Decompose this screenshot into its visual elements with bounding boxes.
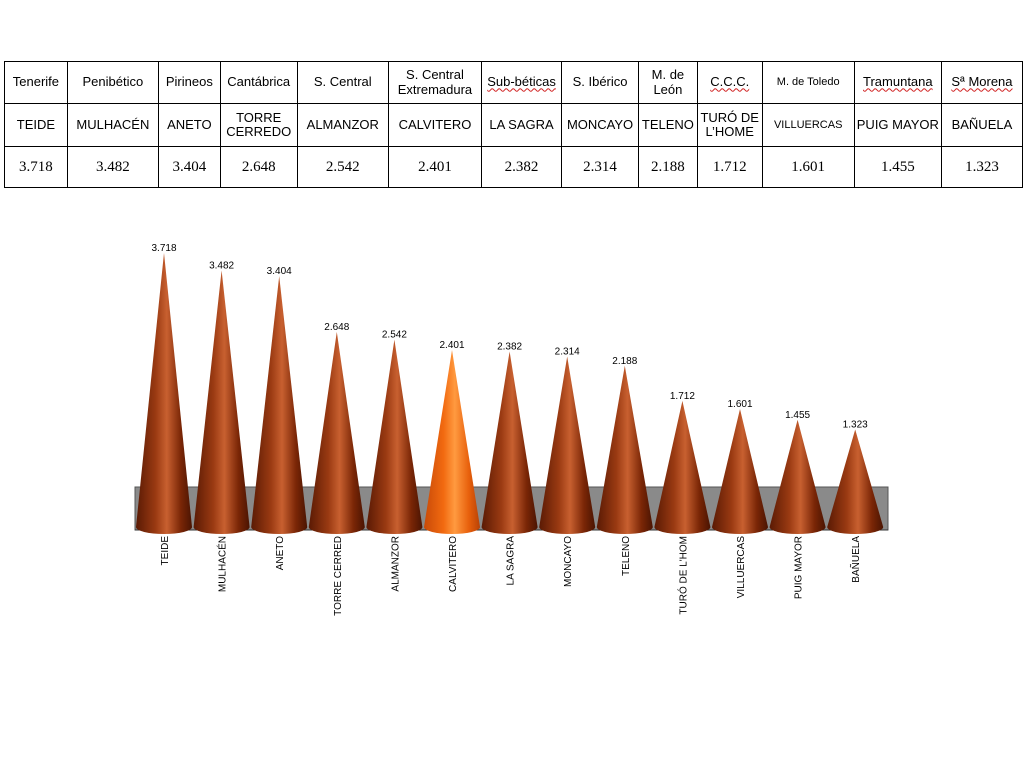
data-label: 2.188 [612,356,637,367]
altitude-cell: 1.323 [940,146,1024,188]
altitude-cell: 2.382 [481,146,563,188]
range-cell: Penibético [66,61,159,104]
cone-bar [366,339,423,535]
x-tick-label: TELENO [621,536,632,576]
cone-bar [596,365,653,535]
data-labels: 3.718 3.482 3.404 2.648 2.542 2.401 2.382 2.314… [151,243,868,431]
cone-bar [193,270,250,535]
data-label: 2.314 [555,346,580,357]
range-cell: Sub-béticas [481,61,563,104]
data-label: 2.382 [497,341,522,352]
peak-cell: VILLUERCAS [761,103,855,147]
range-label: C.C.C. [710,74,750,90]
cone-shape [827,429,884,535]
peak-cell: CALVITERO [387,103,483,147]
cone-shape [712,409,768,534]
cone-bar [308,331,365,535]
cone-shape [654,400,711,535]
data-label: 1.323 [843,420,868,431]
x-tick-label: ALMANZOR [390,536,401,592]
range-label: Sª Morena [951,74,1013,90]
x-tick-labels: TEIDE MULHACÉN ANETO TORRE CERRED ALMANZOR CA… [160,536,862,616]
cone-shape [136,253,192,534]
x-tick-label: VILLUERCAS [736,536,747,599]
range-cell: Sª Morena [940,61,1024,104]
range-cell: Tenerife [4,61,68,104]
cone-bar [136,253,192,534]
data-label: 1.712 [670,391,695,402]
altitude-cell: 2.542 [296,146,389,188]
x-tick-label: CALVITERO [448,536,459,592]
cone-bar [481,351,538,535]
peak-cell: PUIG MAYOR [853,103,942,147]
range-label: Sub-béticas [487,74,556,90]
table-row-altitudes: 3.718 3.482 3.404 2.648 2.542 2.401 2.38… [4,146,1024,188]
peak-cell: ALMANZOR [296,103,389,147]
altitude-cell: 2.648 [219,146,298,188]
peak-cell: LA SAGRA [481,103,563,147]
cone-bar [712,409,768,534]
altitude-cell: 3.482 [66,146,159,188]
range-cell: S. Ibérico [561,61,640,104]
cone-shape [424,350,480,534]
cone-shape [366,339,423,535]
x-tick-label: LA SAGRA [506,536,517,586]
cone-bar [654,400,711,535]
x-tick-label: TORRE CERRED [333,536,344,616]
range-cell: Cantábrica [219,61,298,104]
altitude-cell: 2.314 [561,146,640,188]
cone-bar [769,419,826,535]
data-label: 3.404 [267,266,292,277]
cone-series [136,253,884,535]
cone-bar [827,429,884,535]
cone-shape [769,419,826,535]
data-label: 1.455 [785,410,810,421]
peaks-table: Tenerife Penibético Pirineos Cantábrica … [4,61,1024,188]
peak-cell: TEIDE [4,103,68,147]
x-tick-label: ANETO [275,536,286,570]
cone-bar [424,350,480,534]
cone-shape [481,351,538,535]
cone-shape [539,356,596,535]
data-label: 2.542 [382,330,407,341]
cone-bar [539,356,596,535]
range-cell: C.C.C. [696,61,763,104]
data-label: 3.482 [209,260,234,271]
data-label: 3.718 [151,243,176,254]
x-tick-label: TEIDE [160,536,171,566]
peak-cell: ANETO [157,103,221,147]
peak-cell: MULHACÉN [66,103,159,147]
cone-shape [308,331,365,535]
table-row-ranges: Tenerife Penibético Pirineos Cantábrica … [4,61,1024,104]
data-label: 1.601 [727,399,752,410]
cone-shape [193,270,250,535]
peak-cell: TORRE CERREDO [219,103,298,147]
altitude-cell: 1.455 [853,146,942,188]
range-cell: S. Central Extremadura [387,61,483,104]
altitude-cell: 1.712 [696,146,763,188]
x-tick-label: PUIG MAYOR [794,536,805,599]
cone-bar [251,276,308,534]
altitude-cell: 2.188 [638,146,698,188]
altitude-cell: 2.401 [387,146,483,188]
cone-shape [596,365,653,535]
x-tick-label: MONCAYO [563,536,574,587]
peak-cell: BAÑUELA [940,103,1024,147]
x-tick-label: TURÓ DE L'HOM [676,536,689,615]
x-tick-label: BAÑUELA [849,536,862,583]
range-label: Tramuntana [863,74,933,90]
altitude-cell: 1.601 [761,146,855,188]
cone-shape [251,276,308,534]
x-tick-label: MULHACÉN [216,536,229,592]
peak-cell: MONCAYO [561,103,640,147]
altitude-cell: 3.404 [157,146,221,188]
data-label: 2.401 [439,340,464,351]
data-label: 2.648 [324,322,349,333]
